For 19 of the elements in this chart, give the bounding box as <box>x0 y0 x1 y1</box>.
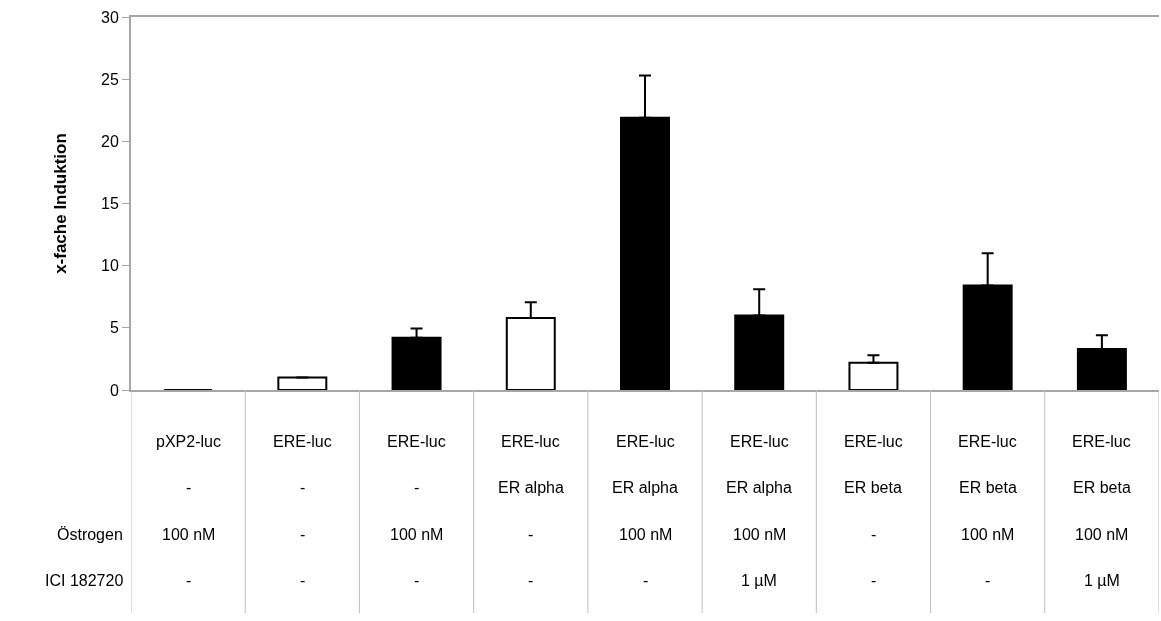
y-tick-label: 25 <box>101 70 119 88</box>
category-label: ERE-luc ER beta 100 nM 1 µM <box>1072 433 1131 589</box>
y-axis-title: x-fache Induktion <box>51 133 71 274</box>
y-tick-label: 30 <box>101 8 119 26</box>
category-label: ERE-luc ER alpha 100 nM 1 µM <box>726 433 792 589</box>
text: Östrogen <box>57 526 123 543</box>
category-label: pXP2-luc - 100 nM - <box>156 433 221 589</box>
category-label: ERE-luc ER alpha - - <box>498 433 564 589</box>
text: ICI 182720 <box>45 572 124 589</box>
category-label: ERE-luc ER alpha 100 nM - <box>612 433 678 589</box>
y-tick-label: 10 <box>101 257 119 275</box>
category-label: ERE-luc - 100 nM - <box>387 433 446 589</box>
y-tick-label: 15 <box>101 195 119 213</box>
category-label: ERE-luc - - - <box>273 433 332 589</box>
y-tick-label: 20 <box>101 132 119 150</box>
category-label: ERE-luc ER beta 100 nM - <box>958 433 1017 589</box>
y-tick-label: 5 <box>109 319 119 337</box>
y-tick-label: 0 <box>109 381 119 399</box>
category-label: ERE-luc ER beta - - <box>844 433 903 589</box>
